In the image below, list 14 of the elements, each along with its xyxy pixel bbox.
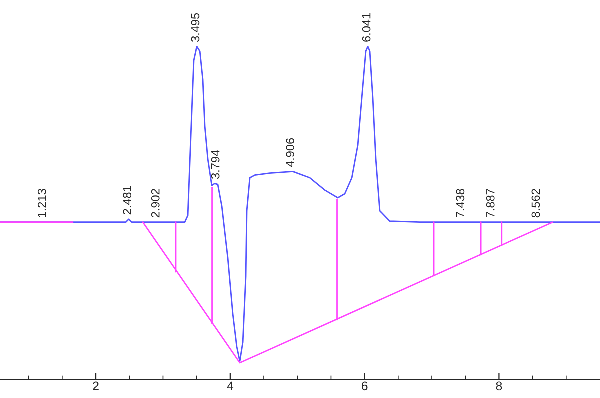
annotation: 3.794 <box>211 150 220 180</box>
annotation: 2.902 <box>151 189 160 218</box>
annotation: 7.887 <box>486 189 495 218</box>
annotation: 7.438 <box>456 189 465 218</box>
annotation: 1.213 <box>38 189 46 218</box>
annotation: 8.562 <box>532 189 540 218</box>
annotation: 2.481 <box>123 186 132 215</box>
x-tick-label: 8 <box>496 382 502 391</box>
annotation: 4.906 <box>286 138 294 168</box>
x-tick-label: 4 <box>227 382 234 390</box>
annotation: 6.041 <box>362 14 371 42</box>
x-tick-label: 2 <box>93 382 99 390</box>
annotation: 3.495 <box>191 13 200 42</box>
x-tick-label: 6 <box>362 382 368 391</box>
